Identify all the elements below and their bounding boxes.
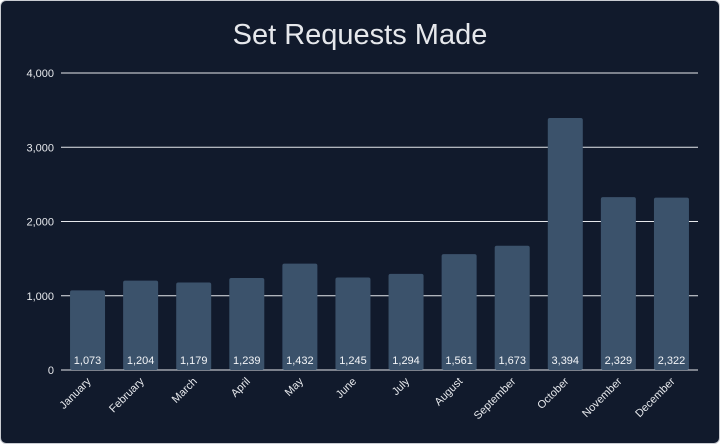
x-tick-label: March — [170, 376, 200, 406]
x-tick-label: October — [535, 375, 571, 411]
x-tick-label: April — [229, 376, 253, 400]
bar — [547, 117, 583, 370]
x-tick-label: August — [433, 376, 466, 409]
bar — [282, 263, 318, 370]
bar — [494, 245, 530, 370]
x-tick-label: January — [58, 375, 95, 412]
bar — [600, 197, 636, 370]
chart-title: Set Requests Made — [232, 19, 488, 51]
data-label: 2,329 — [605, 355, 633, 367]
x-tick-label: February — [107, 375, 147, 415]
data-label: 3,394 — [552, 355, 580, 367]
data-label: 1,073 — [74, 355, 102, 367]
data-label: 1,561 — [445, 355, 473, 367]
x-tick-label: July — [390, 375, 413, 398]
bar — [335, 277, 371, 370]
data-label: 1,204 — [127, 355, 155, 367]
data-label: 1,432 — [286, 355, 314, 367]
y-tick-label: 4,000 — [26, 68, 54, 80]
data-label: 2,322 — [658, 355, 686, 367]
bar — [441, 254, 477, 370]
data-label: 1,294 — [392, 355, 420, 367]
data-label: 1,673 — [498, 355, 526, 367]
bar — [653, 197, 689, 370]
x-tick-label: June — [334, 376, 359, 401]
bar — [70, 290, 106, 370]
y-tick-label: 3,000 — [26, 142, 54, 154]
bar — [229, 278, 265, 370]
data-label: 1,245 — [339, 355, 367, 367]
y-tick-label: 1,000 — [26, 291, 54, 303]
bar — [123, 280, 159, 370]
x-tick-label: December — [633, 375, 678, 420]
bar — [388, 273, 424, 370]
data-label: 1,179 — [180, 355, 208, 367]
x-tick-label: September — [472, 375, 519, 422]
x-tick-label: November — [580, 375, 625, 420]
data-label: 1,239 — [233, 355, 261, 367]
bar — [176, 282, 212, 370]
y-tick-label: 2,000 — [26, 217, 54, 229]
x-tick-label: May — [283, 375, 307, 399]
y-tick-label: 0 — [48, 365, 54, 377]
